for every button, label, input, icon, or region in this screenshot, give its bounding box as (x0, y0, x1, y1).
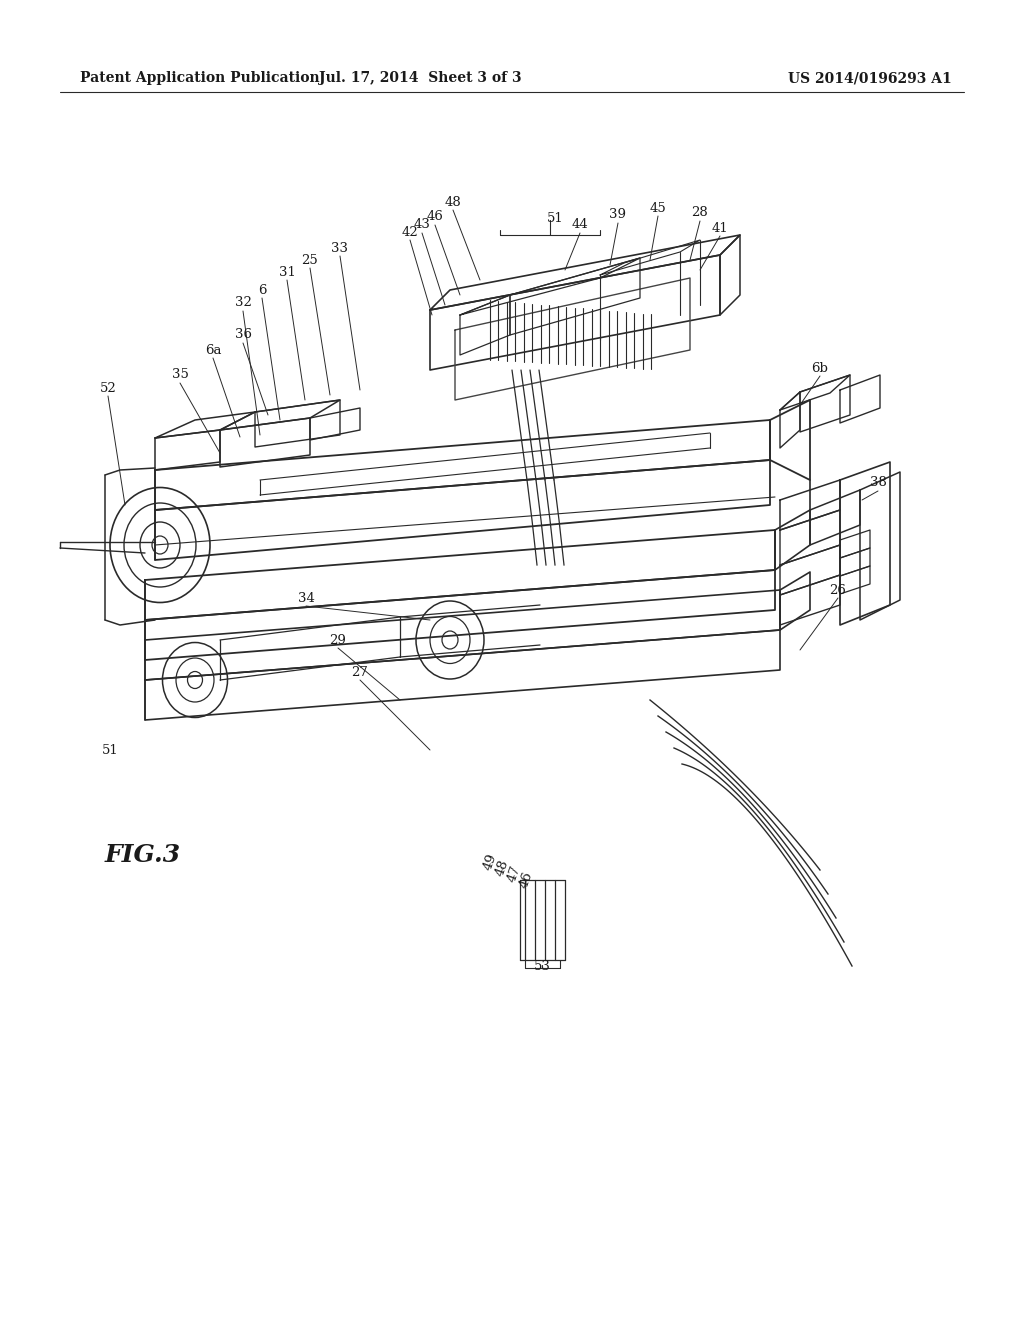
Text: 6b: 6b (812, 362, 828, 375)
Text: 25: 25 (302, 253, 318, 267)
Ellipse shape (163, 643, 227, 718)
Ellipse shape (176, 657, 214, 702)
Text: 48: 48 (444, 195, 462, 209)
Text: 28: 28 (691, 206, 709, 219)
Text: 51: 51 (101, 743, 119, 756)
Text: 46: 46 (517, 870, 535, 890)
Text: 33: 33 (332, 242, 348, 255)
Text: 34: 34 (298, 591, 314, 605)
Text: 45: 45 (649, 202, 667, 214)
Text: 31: 31 (279, 265, 296, 279)
Ellipse shape (124, 503, 196, 587)
Text: 35: 35 (172, 368, 188, 381)
Text: Patent Application Publication: Patent Application Publication (80, 71, 319, 84)
Text: 29: 29 (330, 634, 346, 647)
Text: 46: 46 (427, 210, 443, 223)
Text: 6: 6 (258, 284, 266, 297)
Ellipse shape (140, 521, 180, 568)
Text: FIG.3: FIG.3 (105, 843, 181, 867)
Text: 52: 52 (99, 381, 117, 395)
Text: 42: 42 (401, 226, 419, 239)
Text: 32: 32 (234, 297, 252, 309)
Text: 49: 49 (481, 851, 499, 873)
Text: 27: 27 (351, 665, 369, 678)
Text: 39: 39 (609, 209, 627, 222)
Ellipse shape (442, 631, 458, 649)
Ellipse shape (152, 536, 168, 554)
Text: 26: 26 (829, 583, 847, 597)
Ellipse shape (416, 601, 484, 678)
Text: 36: 36 (234, 329, 252, 342)
Text: 38: 38 (869, 477, 887, 490)
Text: US 2014/0196293 A1: US 2014/0196293 A1 (788, 71, 952, 84)
Text: 41: 41 (712, 222, 728, 235)
Text: 47: 47 (505, 863, 523, 884)
Text: 51: 51 (547, 211, 563, 224)
Text: 53: 53 (534, 961, 551, 974)
Text: 43: 43 (414, 219, 430, 231)
Text: 6a: 6a (205, 343, 221, 356)
Ellipse shape (110, 487, 210, 602)
Text: Jul. 17, 2014  Sheet 3 of 3: Jul. 17, 2014 Sheet 3 of 3 (318, 71, 521, 84)
Text: 44: 44 (571, 219, 589, 231)
Ellipse shape (187, 672, 203, 689)
Ellipse shape (430, 616, 470, 664)
Text: 48: 48 (493, 858, 511, 878)
